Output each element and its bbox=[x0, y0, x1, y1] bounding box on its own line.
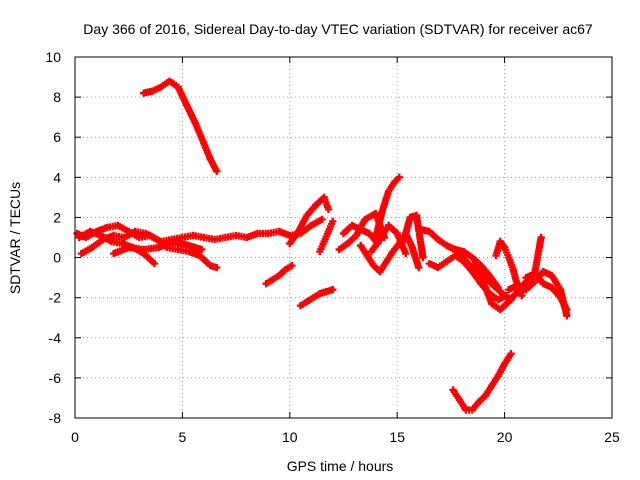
series-arc-9 bbox=[316, 217, 337, 256]
series-arc-22 bbox=[522, 270, 571, 314]
data-trace bbox=[449, 350, 515, 414]
series-arc-23 bbox=[449, 350, 515, 414]
series-arc-7 bbox=[296, 286, 337, 310]
data-trace bbox=[296, 286, 337, 310]
series-arc-14 bbox=[367, 221, 410, 258]
x-tick-label: 15 bbox=[389, 429, 405, 445]
series-arc-2 bbox=[73, 215, 326, 246]
data-trace bbox=[77, 227, 221, 272]
series-arc-13 bbox=[357, 229, 423, 276]
x-axis-label: GPS time / hours bbox=[287, 458, 394, 474]
y-tick-label: -2 bbox=[49, 290, 62, 306]
x-tick-label: 20 bbox=[497, 429, 513, 445]
data-trace bbox=[400, 211, 427, 262]
x-tick-label: 5 bbox=[179, 429, 187, 445]
y-tick-label: 0 bbox=[53, 250, 61, 266]
data-trace bbox=[262, 261, 296, 288]
y-tick-label: 4 bbox=[53, 169, 61, 185]
series-arc-15 bbox=[400, 211, 427, 262]
data-trace bbox=[522, 270, 571, 314]
data-trace bbox=[357, 229, 423, 276]
y-tick-label: -6 bbox=[49, 370, 62, 386]
x-tick-label: 10 bbox=[282, 429, 298, 445]
series-arc-5 bbox=[110, 237, 206, 258]
axes: 0 5 10 15 20 25 -8 -6 -4 -2 0 2 4 6 8 10 bbox=[45, 49, 620, 445]
x-tick-label: 0 bbox=[71, 429, 79, 445]
y-tick-label: 2 bbox=[53, 209, 61, 225]
y-tick-label: 10 bbox=[45, 49, 61, 65]
series-arc-12 bbox=[372, 173, 403, 242]
x-tick-label: 25 bbox=[604, 429, 620, 445]
data-trace bbox=[316, 217, 337, 256]
data-trace bbox=[367, 221, 410, 258]
y-tick-label: -8 bbox=[49, 410, 62, 426]
data-trace bbox=[286, 193, 333, 248]
data-trace bbox=[372, 173, 403, 242]
data-trace bbox=[140, 77, 221, 175]
y-tick-label: 8 bbox=[53, 89, 61, 105]
chart-title: Day 366 of 2016, Sidereal Day-to-day VTE… bbox=[83, 21, 593, 37]
grid-lines bbox=[75, 57, 612, 418]
series-arc-8 bbox=[286, 193, 333, 248]
series-arc-1 bbox=[140, 77, 221, 175]
series-arc-19 bbox=[470, 233, 545, 314]
series-arc-6 bbox=[262, 261, 296, 288]
data-trace bbox=[110, 237, 206, 258]
y-axis-label: SDTVAR / TECUs bbox=[7, 182, 23, 294]
data-points bbox=[73, 77, 571, 414]
y-tick-label: -4 bbox=[49, 330, 62, 346]
plot-frame bbox=[74, 56, 613, 419]
series-arc-4 bbox=[77, 227, 221, 272]
y-tick-label: 6 bbox=[53, 129, 61, 145]
